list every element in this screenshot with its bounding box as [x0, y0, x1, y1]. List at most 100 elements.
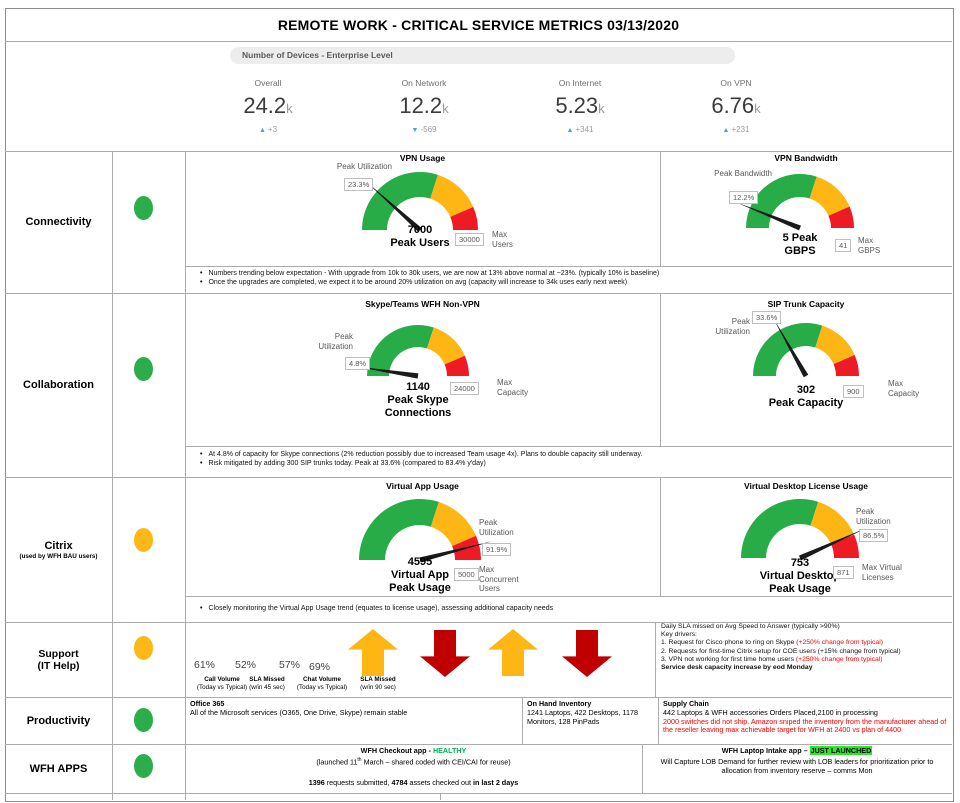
gauge-vpn-usage-peak-label: Peak Utilization — [336, 162, 392, 171]
row-label-wfh-apps: WFH APPS — [29, 762, 88, 775]
healthy-badge: HEALTHY — [432, 746, 467, 755]
wfh-intake-app: WFH Laptop Intake app – JUST LAUNCHED Wi… — [660, 746, 934, 775]
gauge-vpn-bandwidth-max-value: 41 — [835, 239, 852, 252]
grid-line — [185, 151, 186, 800]
gauge-virtual-desktop-max-label: Max Virtual Licenses — [862, 563, 902, 582]
note-text: Numbers trending below expectation - Wit… — [208, 270, 660, 277]
gauge-virtual-desktop-max-value: 871 — [833, 566, 854, 579]
note-text: Risk mitigated by adding 300 SIP trunks … — [208, 460, 486, 467]
collaboration-notes: • At 4.8% of capacity for Skype connectio… — [200, 450, 940, 468]
row-label-support: Support (IT Help) — [37, 647, 80, 672]
kpi-label: On VPN — [720, 78, 752, 88]
gauge-virtual-app-max-label: Max Concurrent Users — [479, 565, 519, 593]
gauge-skype-peak-label: Peak Utilization — [318, 332, 353, 351]
status-indicator-collaboration — [134, 357, 153, 381]
grid-line — [5, 622, 952, 623]
kpi-value: 12.2k — [399, 93, 449, 118]
support-panel-line: 2. Requests for first-time Citrix setup … — [661, 647, 901, 655]
delta-up-icon: ▲ — [566, 127, 574, 134]
bullet-icon: • — [200, 279, 203, 286]
support-panel-line: 3. VPN not working for first time home u… — [661, 655, 883, 663]
support-stat-chat-volume: 57% — [279, 659, 301, 671]
gauge-sip-trunk-value: 302 Peak Capacity — [768, 384, 844, 409]
kpi-label: On Internet — [558, 78, 602, 88]
support-panel-line: 1. Request for Cisco phone to ring on Sk… — [661, 639, 883, 647]
gauge-vpn-bandwidth-peak-value: 12.2% — [729, 191, 759, 204]
row-sublabel-citrix: (used by WFH BAU users) — [19, 552, 98, 560]
title-bar: REMOTE WORK - CRITICAL SERVICE METRICS 0… — [5, 8, 952, 41]
gauge-sip-trunk-max-value: 900 — [843, 385, 864, 398]
grid-line — [440, 793, 441, 800]
kpi-card-on-network: On Network 12.2k ▼ -569 — [346, 78, 502, 142]
grid-line — [185, 266, 952, 267]
outer-border — [5, 8, 954, 802]
grid-line — [660, 477, 661, 596]
gauge-vpn-usage-max-label: Max Users — [492, 230, 513, 249]
note-text: Once the upgrades are completed, we expe… — [208, 279, 628, 286]
gauge-virtual-desktop-value: 753 Virtual Desktop Peak Usage — [759, 557, 841, 595]
gauge-vpn-usage-max-value: 30000 — [455, 233, 484, 246]
gauge-sip-trunk-title: SIP Trunk Capacity — [767, 299, 845, 309]
gauge-virtual-desktop-peak-value: 86.5% — [859, 529, 889, 542]
bullet-icon: • — [200, 605, 203, 612]
gauge-skype-max-label: Max Capacity — [497, 378, 529, 397]
support-stat-call-volume: 61% — [194, 659, 216, 671]
status-indicator-wfh-apps — [134, 754, 153, 778]
note-text: Closely monitoring the Virtual App Usage… — [208, 605, 554, 612]
grid-line — [522, 697, 523, 744]
gauge-sip-trunk-max-label: Max Capacity — [888, 379, 920, 398]
support-panel-line: Service desk capacity increase by eod Mo… — [661, 664, 813, 672]
status-indicator-support — [134, 636, 153, 660]
bullet-icon: • — [200, 451, 203, 458]
gauge-virtual-app-peak-value: 91.9% — [482, 543, 512, 556]
gauge-virtual-desktop-peak-label: Peak Utilization — [856, 507, 891, 526]
gauge-vpn-usage-peak-value: 23.3% — [344, 178, 374, 191]
kpi-value: 24.2k — [243, 93, 293, 118]
grid-line — [5, 697, 952, 698]
productivity-inventory: On Hand Inventory 1241 Laptops, 422 Desk… — [527, 699, 638, 726]
delta-down-icon: ▼ — [411, 127, 419, 134]
gauge-virtual-app-max-value: 5000 — [454, 568, 479, 581]
support-panel-line: Key drivers: — [661, 631, 697, 639]
gauge-vpn-bandwidth-title: VPN Bandwidth — [774, 153, 838, 163]
grid-line — [5, 793, 952, 794]
status-indicator-citrix — [134, 528, 153, 552]
kpi-delta: ▲ +231 — [722, 125, 750, 134]
kpi-value: 5.23k — [555, 93, 605, 118]
bullet-icon: • — [200, 460, 203, 467]
page-title: REMOTE WORK - CRITICAL SERVICE METRICS 0… — [277, 16, 680, 33]
support-stat-label: SLA Missed (w/in 45 sec) — [249, 676, 285, 691]
grid-line — [5, 293, 952, 294]
gauge-vpn-bandwidth-max-label: Max GBPS — [858, 236, 881, 255]
status-indicator-productivity — [134, 708, 153, 732]
gauge-sip-trunk-peak-label: Peak Utilization — [715, 317, 750, 336]
support-panel-line: Daily SLA missed on Avg Speed to Answer … — [661, 623, 840, 630]
just-launched-badge: JUST LAUNCHED — [809, 746, 873, 755]
kpi-card-on-internet: On Internet 5.23k ▲ +341 — [502, 78, 658, 142]
kpi-card-overall: Overall 24.2k ▲ +3 — [190, 78, 346, 142]
grid-line — [5, 477, 952, 478]
grid-line — [642, 744, 643, 793]
grid-line — [5, 744, 952, 745]
kpi-cards: Overall 24.2k ▲ +3 On Network 12.2k ▼ -569… — [190, 78, 814, 142]
delta-up-icon: ▲ — [722, 127, 730, 134]
delta-up-icon: ▲ — [258, 127, 266, 134]
gauge-virtual-desktop-title: Virtual Desktop License Usage — [743, 481, 869, 491]
status-indicator-connectivity — [134, 196, 153, 220]
support-stat-sla-90: 69% — [309, 661, 331, 673]
grid-line — [660, 151, 661, 266]
kpi-label: On Network — [401, 78, 447, 88]
grid-line — [185, 596, 952, 597]
kpi-section-label: Number of Devices - Enterprise Level — [242, 50, 393, 60]
support-stat-label: SLA Missed (w/in 90 sec) — [360, 676, 396, 691]
grid-line — [5, 41, 952, 42]
kpi-section-pill: Number of Devices - Enterprise Level — [230, 47, 735, 64]
grid-line — [660, 293, 661, 446]
connectivity-notes: • Numbers trending below expectation - Wi… — [200, 269, 940, 287]
gauge-vpn-bandwidth-value: 5 Peak GBPS — [782, 232, 818, 257]
gauge-vpn-bandwidth-peak-label: Peak Bandwidth — [714, 169, 772, 178]
gauge-vpn-usage-title: VPN Usage — [399, 153, 446, 163]
gauge-skype-value: 1140 Peak Skype Connections — [384, 381, 452, 419]
kpi-delta: ▲ +341 — [566, 125, 594, 134]
